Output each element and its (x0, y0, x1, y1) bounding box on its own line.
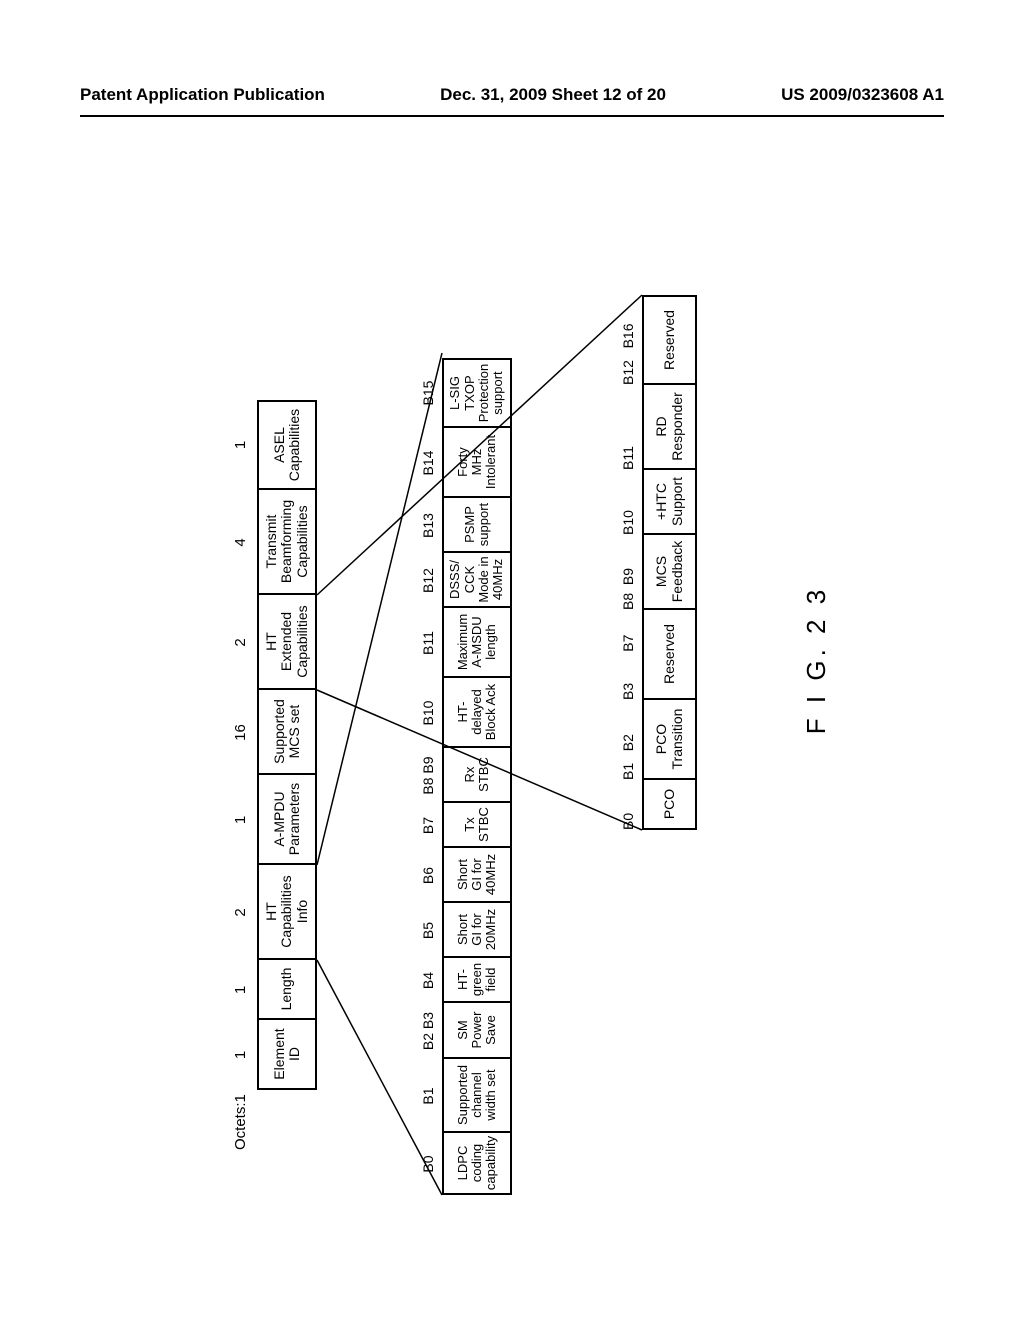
figure-label: F I G. 2 3 (801, 586, 832, 734)
page-header: Patent Application Publication Dec. 31, … (0, 85, 1024, 105)
row2-bit: B14 (420, 428, 436, 498)
row2-cell: HT-delayedBlock Ack (442, 678, 512, 748)
row2-bit: B4 (420, 958, 436, 1003)
row2-cell: FortyMHzIntolerant (442, 428, 512, 498)
row3-bit: B11 (620, 385, 636, 470)
row1-size: 16 (232, 690, 249, 775)
row1-size: 2 (232, 865, 249, 960)
row2-cell: Supportedchannelwidth set (442, 1059, 512, 1133)
row1-table: ElementIDLengthHTCapabilitiesInfoA-MPDUP… (257, 400, 317, 1090)
row2-bit: B10 (420, 678, 436, 748)
row2-bit: B0 (420, 1133, 436, 1195)
row2-cell: PSMPsupport (442, 498, 512, 553)
row2-bit: B13 (420, 498, 436, 553)
octets-label: Octets:1 (232, 1094, 249, 1150)
diagram-container: Octets:1 112116241 ElementIDLengthHTCapa… (162, 110, 862, 1210)
row2-cell: RxSTBC (442, 748, 512, 803)
row3-bit: B8 B9 (620, 535, 636, 610)
row3-cell: Reserved (642, 295, 697, 385)
header-center: Dec. 31, 2009 Sheet 12 of 20 (440, 85, 666, 105)
row1-cell: SupportedMCS set (257, 690, 317, 775)
row3-bit: B0 (620, 780, 636, 830)
row3-cell: PCO (642, 780, 697, 830)
row2-bit: B1 (420, 1059, 436, 1133)
row3-cell: Reserved (642, 610, 697, 700)
row2-bit: B8 B9 (420, 748, 436, 803)
row2-cell: ShortGI for40MHz (442, 848, 512, 903)
row3-bit: B1 B2 (620, 700, 636, 780)
row1-cell: TransmitBeamformingCapabilities (257, 490, 317, 595)
row1-cell: A-MPDUParameters (257, 775, 317, 865)
row2-bit: B11 (420, 608, 436, 678)
row3-bits: B0B1 B2B3 B7B8 B9B10B11B12 B16 (620, 295, 636, 830)
row3-cell: PCOTransition (642, 700, 697, 780)
row2-cell: L-SIGTXOPProtectionsupport (442, 358, 512, 428)
row2-bit: B7 (420, 803, 436, 848)
header-right: US 2009/0323608 A1 (781, 85, 944, 105)
row2-bit: B12 (420, 553, 436, 608)
row1-size: 1 (232, 960, 249, 1020)
row1-size: 1 (232, 1020, 249, 1090)
row3-bit: B10 (620, 470, 636, 535)
row3-cell: RDResponder (642, 385, 697, 470)
row3-cell: MCSFeedback (642, 535, 697, 610)
row1-cell: Length (257, 960, 317, 1020)
row2-bits: B0B1B2 B3B4B5B6B7B8 B9B10B11B12B13B14B15 (420, 358, 436, 1195)
row2-bit: B2 B3 (420, 1003, 436, 1059)
row1-cell: HTCapabilitiesInfo (257, 865, 317, 960)
row2-bit: B6 (420, 848, 436, 903)
row1-cell: HTExtendedCapabilities (257, 595, 317, 690)
row1-sizes: 112116241 (232, 400, 249, 1090)
row3-bit: B12 B16 (620, 295, 636, 385)
row2-cell: TxSTBC (442, 803, 512, 848)
row3-cell: +HTCSupport (642, 470, 697, 535)
row2-cell: ShortGI for20MHz (442, 903, 512, 958)
row1-size: 2 (232, 595, 249, 690)
header-left: Patent Application Publication (80, 85, 325, 105)
row1-size: 4 (232, 490, 249, 595)
row2-bit: B15 (420, 358, 436, 428)
row2-bit: B5 (420, 903, 436, 958)
row1-size: 1 (232, 775, 249, 865)
row3-bit: B3 B7 (620, 610, 636, 700)
row2-cell: SMPowerSave (442, 1003, 512, 1059)
row1-cell: ASELCapabilities (257, 400, 317, 490)
row2-cell: LDPCcodingcapability (442, 1133, 512, 1195)
row2-cell: DSSS/CCKMode in40MHz (442, 553, 512, 608)
row2-cell: HT-greenfield (442, 958, 512, 1003)
row1-size: 1 (232, 400, 249, 490)
row2-table: LDPCcodingcapabilitySupportedchannelwidt… (442, 358, 512, 1195)
row2-cell: MaximumA-MSDUlength (442, 608, 512, 678)
row1-cell: ElementID (257, 1020, 317, 1090)
row3-table: PCOPCOTransitionReservedMCSFeedback+HTCS… (642, 295, 697, 830)
